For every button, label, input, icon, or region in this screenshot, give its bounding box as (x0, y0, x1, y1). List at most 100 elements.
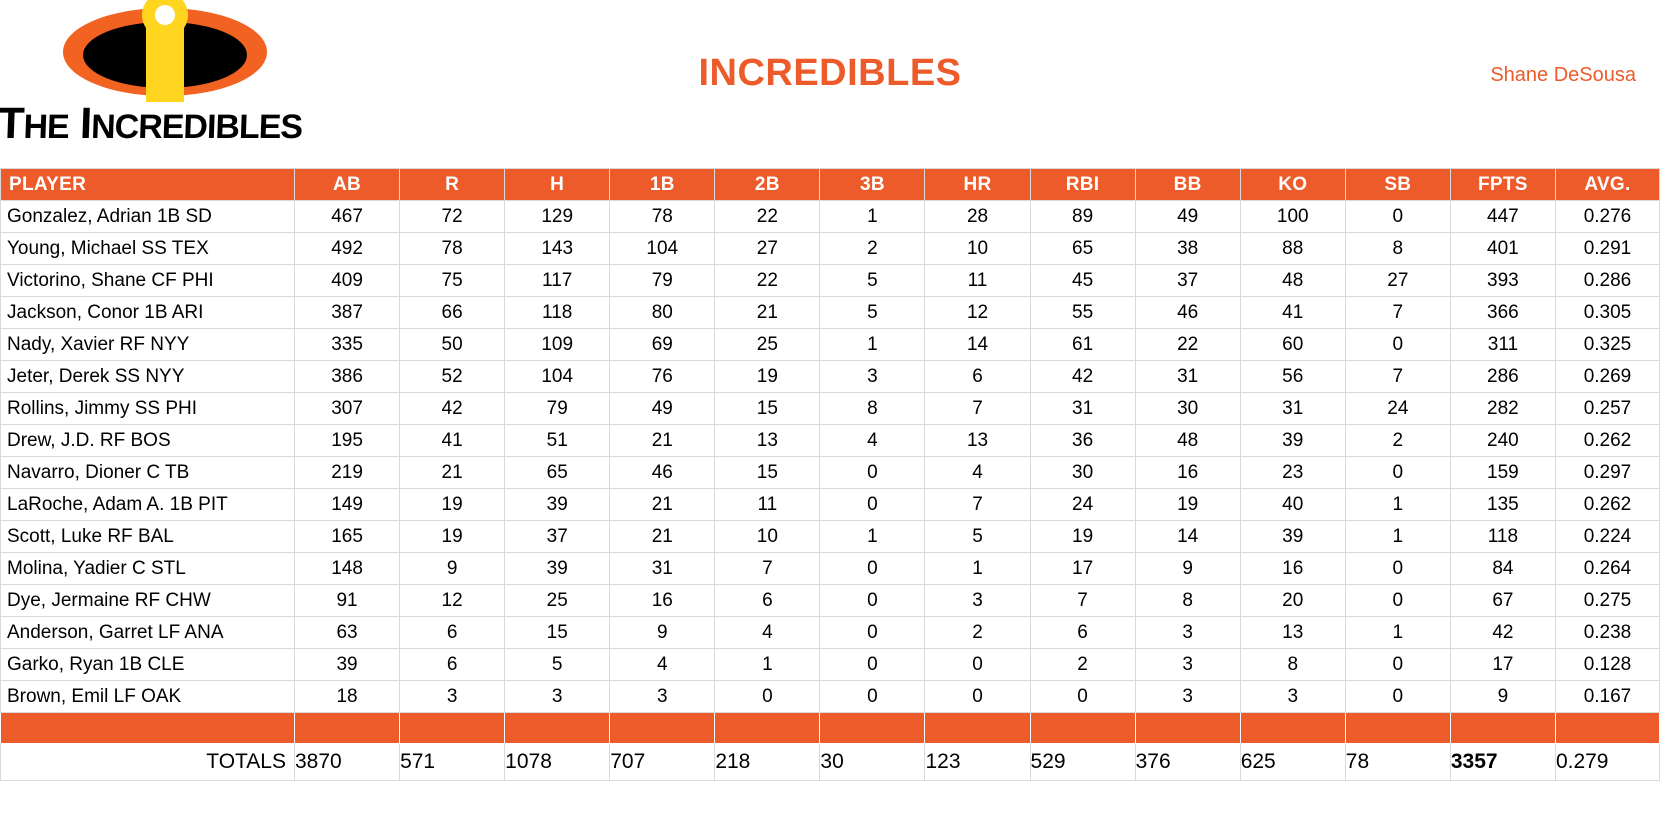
cell-sb: 7 (1344, 296, 1451, 329)
table-row: Navarro, Dioner C TB 219 21 65 46 15 0 4 30 16 23 0… (0, 456, 1660, 489)
player-name-cell[interactable]: Molina, Yadier C STL (0, 552, 295, 585)
table-row: LaRoche, Adam A. 1B PIT 149 19 39 21 11 0 7 24 19… (0, 488, 1660, 521)
cell-hr: 5 (924, 520, 1031, 553)
cell-r: 19 (399, 488, 506, 521)
player-name-cell[interactable]: Victorino, Shane CF PHI (0, 264, 295, 297)
player-name-cell[interactable]: LaRoche, Adam A. 1B PIT (0, 488, 295, 521)
cell-ko: 20 (1239, 584, 1346, 617)
player-name-cell[interactable]: Navarro, Dioner C TB (0, 456, 295, 489)
cell-rbi: 30 (1029, 456, 1136, 489)
cell-r: 9 (399, 552, 506, 585)
cell-3b: 0 (819, 552, 926, 585)
cell-2b: 19 (714, 360, 821, 393)
totals-label: TOTALS (0, 743, 295, 781)
cell-ko: 100 (1239, 200, 1346, 233)
cell-fpts: 447 (1449, 200, 1556, 233)
cell-ko: 56 (1239, 360, 1346, 393)
cell-2b: 22 (714, 200, 821, 233)
cell-ab: 307 (293, 392, 401, 425)
cell-rbi: 89 (1029, 200, 1136, 233)
column-header-ab[interactable]: AB (293, 168, 401, 201)
cell-ko: 16 (1239, 552, 1346, 585)
cell-1b: 104 (609, 232, 716, 265)
spacer-cell (0, 712, 295, 744)
cell-hr: 7 (924, 392, 1031, 425)
column-header-fpts[interactable]: FPTS (1449, 168, 1556, 201)
player-name-cell[interactable]: Drew, J.D. RF BOS (0, 424, 295, 457)
cell-ko: 88 (1239, 232, 1346, 265)
page-title: INCREDIBLES (698, 52, 962, 94)
cell-ko: 60 (1239, 328, 1346, 361)
table-row: Nady, Xavier RF NYY 335 50 109 69 25 1 14 61 22 60… (0, 328, 1660, 361)
incredibles-logo-icon: THE INCREDIBLES (0, 0, 303, 148)
cell-sb: 1 (1344, 488, 1451, 521)
cell-avg: 0.224 (1554, 520, 1660, 553)
cell-2b: 6 (714, 584, 821, 617)
cell-rbi: 42 (1029, 360, 1136, 393)
table-row: Jeter, Derek SS NYY 386 52 104 76 19 3 6 42 31 56 7… (0, 360, 1660, 393)
cell-sb: 2 (1344, 424, 1451, 457)
cell-fpts: 282 (1449, 392, 1556, 425)
cell-ko: 39 (1239, 520, 1346, 553)
column-header-sb[interactable]: SB (1344, 168, 1451, 201)
column-header-1b[interactable]: 1B (609, 168, 716, 201)
cell-3b: 4 (819, 424, 926, 457)
totals-2b: 218 (714, 743, 821, 781)
player-name-cell[interactable]: Young, Michael SS TEX (0, 232, 295, 265)
owner-name: Shane DeSousa (1490, 64, 1636, 86)
cell-hr: 0 (924, 680, 1031, 713)
table-row: Victorino, Shane CF PHI 409 75 117 79 22 5 11 45… (0, 264, 1660, 297)
cell-avg: 0.262 (1554, 488, 1660, 521)
cell-bb: 37 (1134, 264, 1241, 297)
column-header-avg[interactable]: AVG. (1554, 168, 1660, 201)
cell-hr: 14 (924, 328, 1031, 361)
cell-avg: 0.297 (1554, 456, 1660, 489)
cell-bb: 19 (1134, 488, 1241, 521)
player-name-cell[interactable]: Brown, Emil LF OAK (0, 680, 295, 713)
table-header: PLAYER AB R H 1B 2B 3B HR RBI BB KO SB F… (0, 168, 1660, 201)
cell-3b: 0 (819, 456, 926, 489)
column-header-player[interactable]: PLAYER (0, 168, 295, 201)
player-name-cell[interactable]: Jackson, Conor 1B ARI (0, 296, 295, 329)
cell-2b: 27 (714, 232, 821, 265)
player-name-cell[interactable]: Jeter, Derek SS NYY (0, 360, 295, 393)
player-name-cell[interactable]: Nady, Xavier RF NYY (0, 328, 295, 361)
table-footer: TOTALS 3870 571 1078 707 218 30 123 529 … (0, 712, 1660, 781)
player-name-cell[interactable]: Scott, Luke RF BAL (0, 520, 295, 553)
cell-1b: 76 (609, 360, 716, 393)
player-name-cell[interactable]: Dye, Jermaine RF CHW (0, 584, 295, 617)
cell-avg: 0.269 (1554, 360, 1660, 393)
cell-h: 39 (504, 552, 611, 585)
player-name-cell[interactable]: Anderson, Garret LF ANA (0, 616, 295, 649)
player-name-cell[interactable]: Gonzalez, Adrian 1B SD (0, 200, 295, 233)
cell-ab: 165 (293, 520, 401, 553)
column-header-r[interactable]: R (399, 168, 506, 201)
cell-ab: 335 (293, 328, 401, 361)
column-header-3b[interactable]: 3B (819, 168, 926, 201)
cell-1b: 3 (609, 680, 716, 713)
totals-row: TOTALS 3870 571 1078 707 218 30 123 529 … (0, 743, 1660, 781)
column-header-h[interactable]: H (504, 168, 611, 201)
cell-3b: 1 (819, 520, 926, 553)
cell-r: 42 (399, 392, 506, 425)
cell-fpts: 67 (1449, 584, 1556, 617)
column-header-bb[interactable]: BB (1134, 168, 1241, 201)
player-name-cell[interactable]: Rollins, Jimmy SS PHI (0, 392, 295, 425)
column-header-rbi[interactable]: RBI (1029, 168, 1136, 201)
cell-bb: 31 (1134, 360, 1241, 393)
column-header-ko[interactable]: KO (1239, 168, 1346, 201)
column-header-hr[interactable]: HR (924, 168, 1031, 201)
page-header: THE INCREDIBLES INCREDIBLES Shane DeSous… (0, 0, 1660, 168)
cell-ko: 3 (1239, 680, 1346, 713)
table-row: Garko, Ryan 1B CLE 39 6 5 4 1 0 0 2 3 8 0 17 0.128 (0, 648, 1660, 681)
column-header-2b[interactable]: 2B (714, 168, 821, 201)
cell-hr: 10 (924, 232, 1031, 265)
cell-fpts: 366 (1449, 296, 1556, 329)
cell-r: 21 (399, 456, 506, 489)
cell-1b: 69 (609, 328, 716, 361)
cell-2b: 22 (714, 264, 821, 297)
cell-sb: 0 (1344, 584, 1451, 617)
cell-hr: 3 (924, 584, 1031, 617)
table-row: Drew, J.D. RF BOS 195 41 51 21 13 4 13 36 48 39 2 24… (0, 424, 1660, 457)
player-name-cell[interactable]: Garko, Ryan 1B CLE (0, 648, 295, 681)
